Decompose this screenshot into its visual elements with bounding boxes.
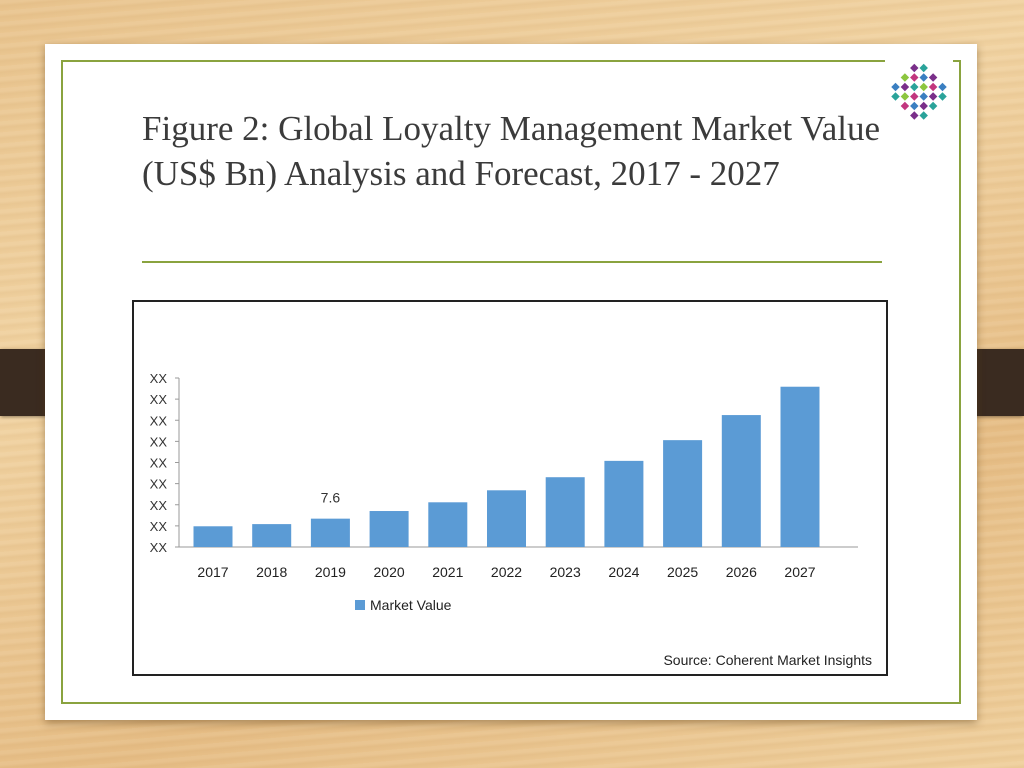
logo-dot [928,73,938,82]
y-tick-label: XX [150,413,168,428]
y-tick-label: XX [150,456,168,471]
x-tick-label-2025: 2025 [667,564,698,580]
bar-2018 [252,524,292,547]
y-tick-label: XX [150,477,168,492]
bar-2022 [487,490,526,547]
bar-2024 [604,460,644,547]
title-divider [142,261,882,263]
y-tick-label: XX [150,371,168,386]
logo-dot [900,92,910,101]
x-tick-label-2027: 2027 [784,564,815,580]
logo-dot [900,82,910,92]
x-tick-label-2026: 2026 [726,564,757,580]
bar-2025 [663,440,703,547]
chart-panel: XX XX XX XX XX XX XX XX XX 2017 2018 2019 2020 2021 2… [132,300,888,676]
slide-frame [61,60,961,704]
logo-dot [928,82,938,92]
x-tick-label-2018: 2018 [256,564,287,580]
x-tick-label-2022: 2022 [491,564,522,580]
bar-2017 [193,526,233,547]
data-label-2019: 7.6 [321,490,341,506]
x-tick-label-2024: 2024 [608,564,639,580]
y-tick-label: XX [150,392,168,407]
y-tick-label: XX [150,519,168,534]
logo-dot [928,101,938,111]
bar-2021 [428,502,468,547]
bar-2026 [721,415,761,547]
x-tick-label-2023: 2023 [550,564,581,580]
y-tick-label: XX [150,434,168,449]
bar-2020 [369,511,409,547]
bar-2019 [310,518,350,547]
dotted-globe-icon [885,58,953,126]
y-tick-label: XX [150,540,168,555]
legend-swatch [355,600,365,610]
bar-2027 [780,386,820,547]
bar-chart: XX XX XX XX XX XX XX XX XX 2017 2018 2019 2020 2021 2… [150,371,858,613]
x-tick-label-2017: 2017 [197,564,228,580]
bar-2023 [545,477,585,547]
legend-label: Market Value [370,597,452,613]
x-tick-label-2020: 2020 [374,564,405,580]
x-tick-label-2021: 2021 [432,564,463,580]
logo-dot [900,101,910,111]
chart-source: Source: Coherent Market Insights [663,652,872,668]
slide-title: Figure 2: Global Loyalty Management Mark… [142,109,881,193]
logo-dot [928,92,938,101]
x-tick-label-2019: 2019 [315,564,346,580]
logo-dot [900,73,910,82]
y-tick-label: XX [150,498,168,513]
